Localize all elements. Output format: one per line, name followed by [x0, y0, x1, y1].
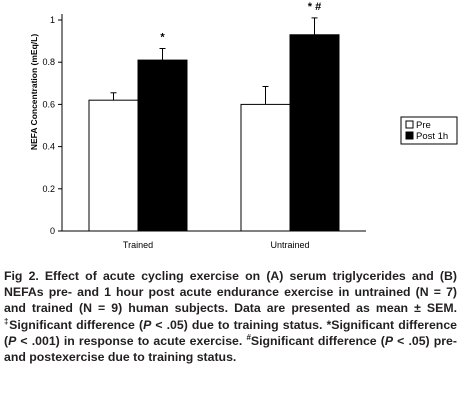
x-category-labels: Trained Untrained	[123, 240, 310, 250]
bar-trained-post-1h	[137, 59, 188, 232]
significance-mark-1: * #	[308, 1, 321, 13]
caption-p-3: P	[384, 333, 394, 348]
nefa-bar-chart: NEFA Concentration (mEq/L) 0 0.2 0.4 0.6 0.8…	[29, 1, 458, 250]
caption-text-5: Significant difference (	[250, 333, 385, 348]
legend-label-0: Pre	[416, 120, 431, 131]
y-tick-label-0: 0	[50, 226, 55, 236]
y-tick-label-5: 1	[50, 15, 55, 25]
caption-mark-1: ‡	[4, 316, 10, 326]
bar-trained-pre	[88, 99, 139, 232]
bars: * * #	[88, 1, 340, 232]
legend-label-1: Post 1h	[416, 131, 448, 142]
figure-caption: Fig 2. Effect of acute cycling exercise o…	[4, 268, 457, 365]
x-category-label-1: Untrained	[270, 240, 309, 250]
caption-text-4: < .001) in response to acute exercise.	[16, 333, 243, 348]
y-ticks: 0 0.2 0.4 0.6 0.8 1	[42, 15, 62, 236]
caption-p-1: P	[143, 317, 152, 332]
figure-label: Fig 2.	[4, 269, 39, 283]
significance-mark-0: *	[160, 31, 165, 43]
x-category-label-0: Trained	[123, 240, 153, 250]
caption-p-2: P	[8, 333, 17, 348]
caption-text-2: Significant difference (	[9, 317, 144, 332]
bar-untrained-pre	[240, 103, 291, 232]
caption-text-1: Effect of acute cycling exercise on (A) …	[4, 269, 457, 316]
y-tick-label-2: 0.4	[42, 142, 55, 152]
bar-untrained-post-1h	[289, 34, 340, 232]
y-tick-label-3: 0.6	[42, 99, 55, 109]
caption-text-6: < .05) pre- and postexercise due to trai…	[4, 333, 457, 365]
y-tick-label-1: 0.2	[42, 184, 55, 194]
y-axis-label: NEFA Concentration (mEq/L)	[29, 34, 39, 150]
y-tick-label-4: 0.8	[42, 57, 55, 67]
caption-mark-2: #	[246, 332, 251, 342]
legend-swatch-0	[405, 120, 414, 129]
legend-swatch-1	[405, 131, 414, 140]
caption-text-3: < .05) due to training status. *Signific…	[4, 317, 457, 348]
